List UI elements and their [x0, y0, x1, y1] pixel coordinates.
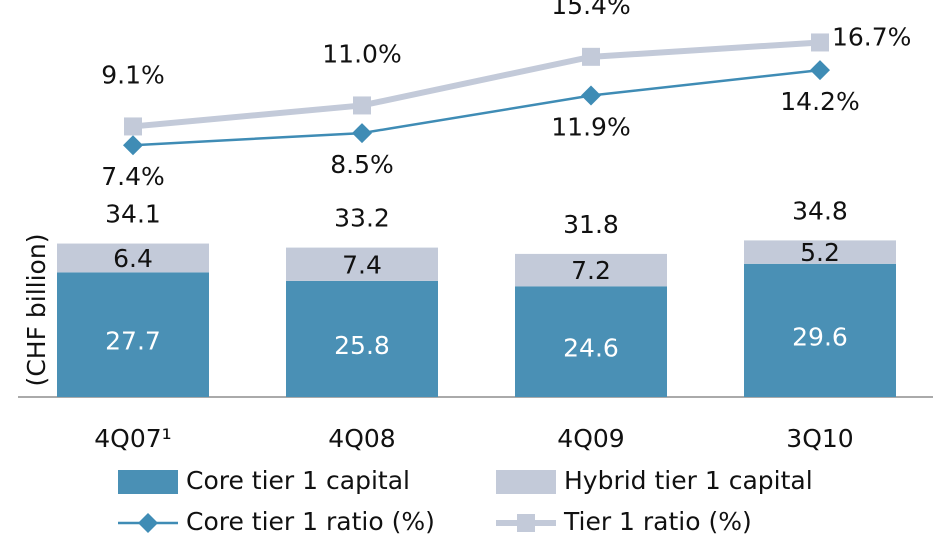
total-label: 34.8 — [792, 196, 848, 225]
data-label: 14.2% — [780, 87, 859, 116]
bar-segment — [286, 280, 438, 397]
legend-marker — [138, 513, 158, 533]
data-label: 8.5% — [330, 150, 394, 179]
marker — [124, 117, 142, 136]
data-label: 24.6 — [563, 334, 619, 363]
marker — [353, 96, 371, 115]
data-label: 11.9% — [551, 113, 630, 142]
data-label: 27.7 — [105, 327, 161, 356]
data-label: 25.8 — [334, 331, 390, 360]
legend-swatch — [496, 470, 556, 494]
x-tick-label: 4Q07¹ — [94, 424, 171, 453]
bar-segment — [515, 286, 667, 397]
data-label: 7.4 — [342, 250, 382, 279]
bar-segment — [57, 243, 209, 273]
data-label: 5.2 — [800, 238, 840, 267]
legend-marker — [517, 514, 535, 532]
data-label: 16.7% — [832, 22, 911, 51]
x-tick-label: 4Q08 — [328, 424, 395, 453]
bar-segment — [286, 247, 438, 281]
legend-label: Core tier 1 ratio (%) — [186, 507, 435, 536]
marker — [352, 123, 372, 144]
marker — [810, 60, 830, 81]
marker — [123, 135, 143, 156]
x-tick-label: 3Q10 — [786, 424, 853, 453]
legend-label: Hybrid tier 1 capital — [564, 466, 813, 495]
data-label: 7.4% — [101, 162, 165, 191]
data-label: 11.0% — [322, 39, 401, 68]
marker — [582, 47, 600, 66]
bar-segment — [515, 253, 667, 287]
line — [132, 39, 821, 130]
y-axis-label: (CHF billion) — [22, 234, 51, 387]
legend-label: Tier 1 ratio (%) — [563, 507, 752, 536]
total-label: 34.1 — [105, 200, 161, 229]
total-label: 31.8 — [563, 210, 619, 239]
legend-swatch — [118, 470, 178, 494]
data-label: 29.6 — [792, 322, 848, 351]
legend-label: Core tier 1 capital — [186, 466, 410, 495]
x-tick-label: 4Q09 — [557, 424, 624, 453]
bar-segment — [57, 272, 209, 397]
marker — [811, 33, 829, 52]
bar-segment — [744, 263, 896, 397]
data-label: 9.1% — [101, 60, 165, 89]
data-label: 6.4 — [113, 244, 153, 273]
data-label: 7.2 — [571, 256, 611, 285]
line — [132, 68, 821, 147]
marker — [581, 85, 601, 106]
bar-segment — [744, 240, 896, 264]
data-label: 15.4% — [551, 0, 630, 20]
total-label: 33.2 — [334, 204, 390, 233]
